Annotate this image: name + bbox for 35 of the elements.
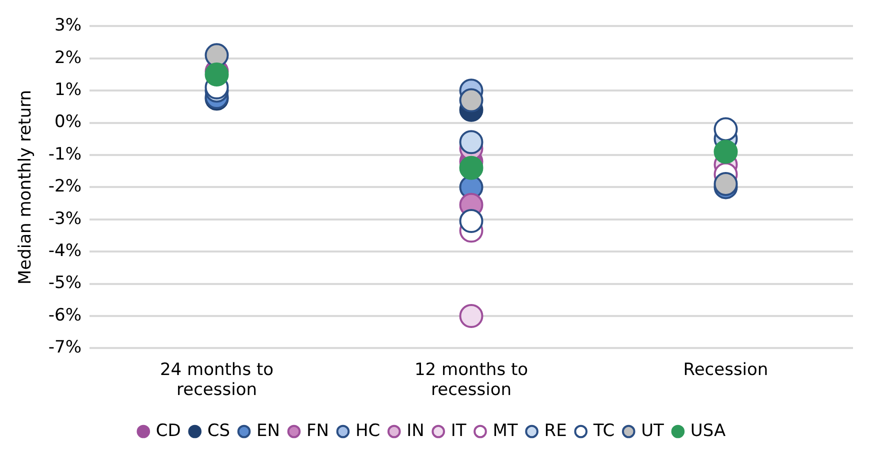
y-tick-label: -1% [48,144,82,164]
point [459,130,484,154]
y-tick-label: -3% [48,208,82,229]
legend-label: FN [306,420,329,441]
y-tick-label: 0% [54,112,82,132]
y-tick-label: -6% [48,305,82,326]
point [459,304,484,328]
y-tick-label: 1% [54,80,82,100]
point [204,62,229,86]
x-tick-label: 12 months to recession [414,360,528,400]
legend-label: UT [641,420,665,441]
point [714,172,738,196]
legend-label: CD [156,420,181,441]
legend-label: IN [406,420,424,441]
y-tick-label: 3% [54,16,82,36]
y-tick-label: -2% [48,176,82,197]
point [714,140,738,164]
point [459,209,484,234]
legend-label: IT [450,420,467,441]
y-tick-label: -5% [48,273,82,294]
x-tick-label: Recession [683,360,768,380]
point [714,117,738,142]
y-axis-title: Median monthly return [16,90,36,284]
legend-label: HC [355,420,380,441]
y-tick-label: -7% [48,338,82,358]
legend-label: TC [592,420,615,441]
legend-label: EN [256,420,280,441]
legend-label: CS [207,420,230,441]
legend-label: USA [690,420,726,441]
y-tick-label: 2% [54,48,82,68]
legend-label: RE [544,420,567,441]
point [459,88,484,112]
y-tick-label: -4% [48,241,82,262]
legend-label: MT [492,420,518,441]
x-tick-label: 24 months to recession [160,360,274,400]
